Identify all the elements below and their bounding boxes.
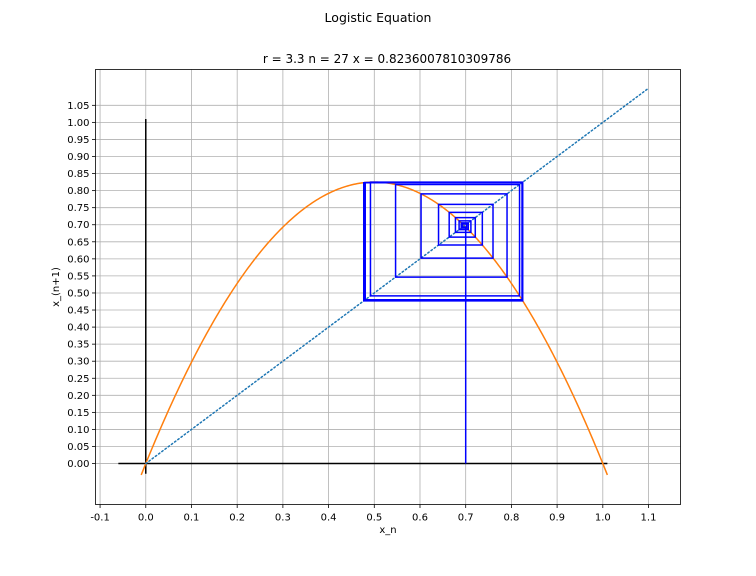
y-tick-label: 1.05: [67, 101, 89, 112]
y-tick-label: 0.30: [67, 357, 89, 368]
x-tick-label: 0.2: [229, 513, 245, 524]
x-tick-label: 1.1: [641, 513, 657, 524]
x-tick-label: 0.7: [458, 513, 474, 524]
y-tick-label: 0.60: [67, 254, 89, 265]
figure-suptitle: Logistic Equation: [325, 10, 432, 25]
x-tick-label: 0.6: [412, 513, 428, 524]
y-tick-label: 0.10: [67, 425, 89, 436]
y-tick-label: 0.75: [67, 203, 89, 214]
x-axis-ticks: -0.1 0.0 0.1 0.2 0.3 0.4 0.5 0.6 0.7 0.8 0.9 1.0 1.1: [90, 504, 657, 524]
y-tick-label: 0.00: [67, 459, 89, 470]
y-tick-label: 0.65: [67, 237, 89, 248]
y-tick-label: 0.35: [67, 340, 89, 351]
y-tick-label: 0.40: [67, 323, 89, 334]
y-tick-label: 0.15: [67, 408, 89, 419]
x-tick-label: 0.4: [321, 513, 337, 524]
chart-title: r = 3.3 n = 27 x = 0.8236007810309786: [263, 52, 511, 66]
y-tick-label: 0.50: [67, 288, 89, 299]
y-tick-label: 0.55: [67, 271, 89, 282]
axes-frame: [95, 69, 681, 505]
y-tick-label: 0.25: [67, 374, 89, 385]
x-axis-label: x_n: [379, 525, 396, 536]
y-tick-label: 1.00: [67, 118, 89, 129]
identity-line: [145, 87, 650, 465]
x-tick-label: 1.0: [595, 513, 611, 524]
x-tick-label: 0.8: [503, 513, 519, 524]
x-tick-label: -0.1: [90, 513, 110, 524]
y-tick-label: 0.70: [67, 220, 89, 231]
x-tick-label: 0.0: [138, 513, 154, 524]
y-tick-label: 0.85: [67, 169, 89, 180]
x-tick-label: 0.5: [366, 513, 382, 524]
y-tick-label: 0.20: [67, 391, 89, 402]
y-tick-label: 0.95: [67, 135, 89, 146]
x-tick-label: 0.1: [184, 513, 200, 524]
y-tick-label: 0.45: [67, 306, 89, 317]
y-tick-label: 0.90: [67, 152, 89, 163]
plot-area: [118, 87, 650, 476]
x-tick-label: 0.9: [549, 513, 565, 524]
x-tick-label: 0.3: [275, 513, 291, 524]
y-axis-ticks: 0.00 0.05 0.10 0.15 0.20 0.25 0.30 0.35 0.40 0.45…: [67, 101, 96, 470]
y-tick-label: 0.80: [67, 186, 89, 197]
cobweb-path: [363, 181, 524, 464]
y-tick-label: 0.05: [67, 442, 89, 453]
y-axis-label: x_(n+1): [51, 267, 62, 307]
